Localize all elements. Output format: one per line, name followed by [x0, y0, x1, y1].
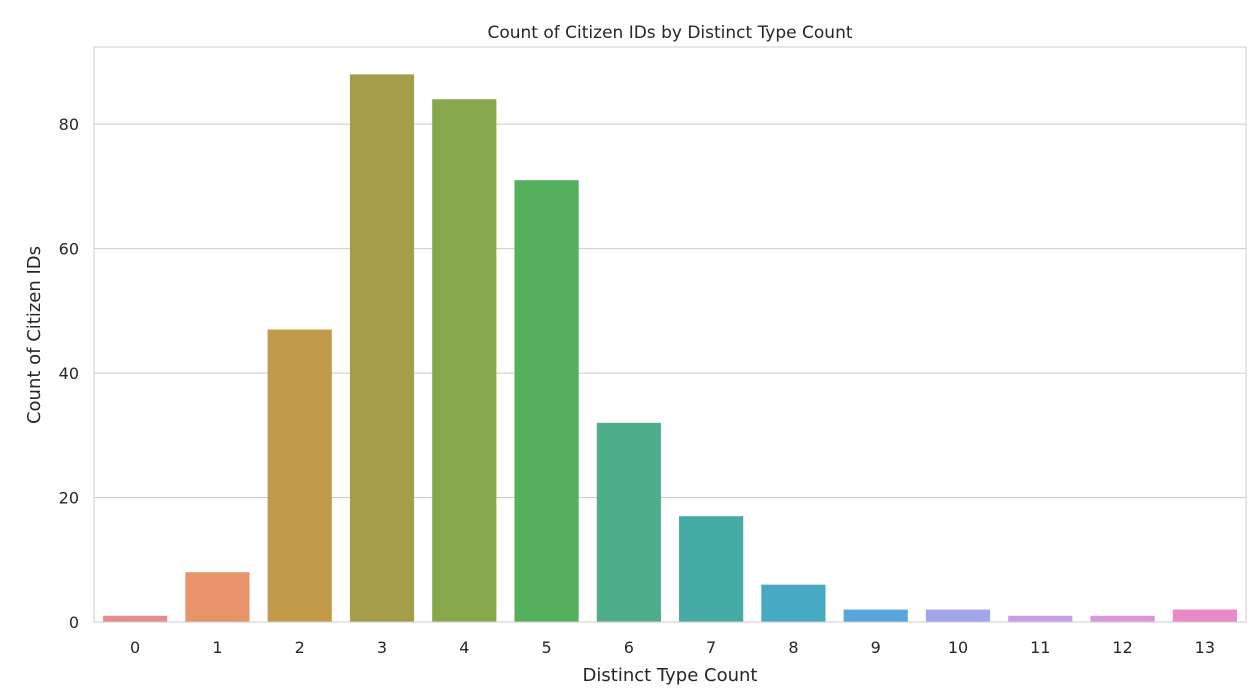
x-tick-label: 6: [624, 638, 634, 657]
bar-0: [103, 615, 168, 622]
y-tick-label: 40: [59, 364, 79, 383]
x-tick-label: 13: [1195, 638, 1215, 657]
x-tick-labels: 0 1 2 3 4 5 6 7 8 9 10 11 12 13: [130, 638, 1215, 657]
plot-frame: [93, 46, 1247, 623]
x-tick-label: 11: [1030, 638, 1050, 657]
x-axis-label: Distinct Type Count: [583, 665, 758, 686]
chart-title: Count of Citizen IDs by Distinct Type Co…: [487, 23, 852, 43]
x-tick-label: 5: [541, 638, 551, 657]
bar-13: [1172, 609, 1237, 622]
x-tick-label: 9: [871, 638, 881, 657]
bar-11: [1008, 615, 1073, 622]
x-tick-label: 3: [377, 638, 387, 657]
bars: [103, 74, 1237, 623]
bar-7: [679, 516, 744, 622]
bar-1: [185, 572, 250, 622]
x-tick-label: 8: [788, 638, 798, 657]
x-tick-label: 10: [948, 638, 968, 657]
bar-12: [1090, 615, 1155, 622]
y-tick-label: 60: [59, 240, 79, 259]
y-tick-label: 80: [59, 115, 79, 134]
bar-10: [925, 609, 991, 622]
bar-8: [761, 584, 826, 622]
bar-2: [267, 329, 332, 622]
y-gridlines: [94, 123, 1246, 499]
y-tick-labels: 0 20 40 60 80: [59, 115, 79, 632]
x-tick-label: 0: [130, 638, 140, 657]
x-tick-label: 12: [1112, 638, 1132, 657]
x-tick-label: 2: [295, 638, 305, 657]
bar-4: [432, 99, 497, 623]
y-axis-label: Count of Citizen IDs: [24, 246, 45, 424]
x-tick-label: 1: [212, 638, 222, 657]
bar-6: [596, 422, 661, 622]
y-tick-label: 0: [69, 613, 79, 632]
bar-9: [843, 609, 908, 622]
y-tick-label: 20: [59, 489, 79, 508]
bar-3: [349, 74, 415, 622]
x-tick-label: 7: [706, 638, 716, 657]
bar-5: [514, 180, 579, 622]
x-tick-label: 4: [459, 638, 469, 657]
